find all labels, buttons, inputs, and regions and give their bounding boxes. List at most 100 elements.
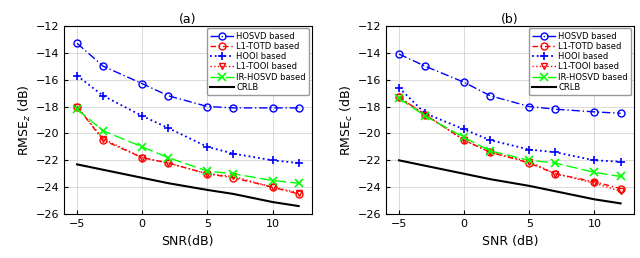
L1-TOOI based <box>230 175 237 178</box>
L1-TOTD based <box>73 105 81 108</box>
IR-HOSVD based <box>421 114 429 117</box>
HOSVD based <box>460 81 468 84</box>
Legend: HOSVD based, L1-TOTD based, HOOI based, L1-TOOI based, IR-HOSVD based, CRLB: HOSVD based, L1-TOTD based, HOOI based, … <box>529 28 631 95</box>
L1-TOOI based <box>525 160 533 163</box>
L1-TOTD based <box>99 139 107 142</box>
L1-TOTD based <box>552 172 559 175</box>
HOSVD based <box>617 112 625 115</box>
IR-HOSVD based <box>617 175 625 178</box>
CRLB <box>204 188 211 191</box>
CRLB <box>73 163 81 166</box>
L1-TOTD based <box>591 180 598 183</box>
CRLB <box>421 164 429 167</box>
L1-TOTD based <box>486 151 494 154</box>
L1-TOOI based <box>552 172 559 175</box>
IR-HOSVD based <box>395 97 403 100</box>
IR-HOSVD based <box>73 108 81 111</box>
Line: CRLB: CRLB <box>77 164 299 206</box>
CRLB <box>525 184 533 187</box>
CRLB <box>138 176 146 179</box>
HOOI based <box>73 74 81 77</box>
L1-TOTD based <box>617 187 625 190</box>
CRLB <box>295 205 303 208</box>
IR-HOSVD based <box>138 145 146 148</box>
Line: CRLB: CRLB <box>399 160 621 203</box>
CRLB <box>230 192 237 196</box>
HOOI based <box>525 148 533 151</box>
L1-TOOI based <box>204 172 211 175</box>
HOSVD based <box>269 106 276 109</box>
Line: L1-TOTD based: L1-TOTD based <box>74 103 302 197</box>
HOSVD based <box>395 53 403 56</box>
HOSVD based <box>552 108 559 111</box>
L1-TOTD based <box>269 186 276 189</box>
CRLB <box>99 168 107 171</box>
L1-TOTD based <box>395 95 403 99</box>
X-axis label: SNR(dB): SNR(dB) <box>161 235 214 248</box>
L1-TOOI based <box>460 139 468 142</box>
HOSVD based <box>295 106 303 109</box>
HOOI based <box>421 112 429 115</box>
L1-TOOI based <box>421 113 429 116</box>
L1-TOTD based <box>525 162 533 165</box>
L1-TOOI based <box>164 162 172 165</box>
Line: IR-HOSVD based: IR-HOSVD based <box>395 94 625 181</box>
L1-TOOI based <box>591 182 598 185</box>
IR-HOSVD based <box>552 162 559 165</box>
L1-TOTD based <box>138 156 146 159</box>
CRLB <box>164 182 172 185</box>
HOOI based <box>295 162 303 165</box>
X-axis label: SNR (dB): SNR (dB) <box>481 235 538 248</box>
IR-HOSVD based <box>486 149 494 152</box>
HOSVD based <box>73 42 81 45</box>
Line: L1-TOOI based: L1-TOOI based <box>396 94 624 195</box>
L1-TOTD based <box>230 176 237 179</box>
CRLB <box>395 159 403 162</box>
L1-TOOI based <box>395 95 403 99</box>
L1-TOTD based <box>421 113 429 116</box>
HOSVD based <box>525 105 533 108</box>
HOSVD based <box>204 105 211 108</box>
L1-TOOI based <box>138 156 146 159</box>
HOSVD based <box>591 110 598 114</box>
IR-HOSVD based <box>230 172 237 175</box>
L1-TOTD based <box>164 162 172 165</box>
Line: HOOI based: HOOI based <box>73 71 303 167</box>
CRLB <box>591 198 598 201</box>
L1-TOTD based <box>460 139 468 142</box>
L1-TOOI based <box>269 186 276 189</box>
L1-TOOI based <box>73 105 81 108</box>
HOSVD based <box>421 64 429 68</box>
HOSVD based <box>99 64 107 68</box>
Line: HOSVD based: HOSVD based <box>74 40 302 111</box>
HOSVD based <box>486 94 494 97</box>
L1-TOOI based <box>486 151 494 154</box>
CRLB <box>269 200 276 204</box>
IR-HOSVD based <box>164 156 172 159</box>
Legend: HOSVD based, L1-TOTD based, HOOI based, L1-TOOI based, IR-HOSVD based, CRLB: HOSVD based, L1-TOTD based, HOOI based, … <box>207 28 309 95</box>
HOOI based <box>395 86 403 89</box>
IR-HOSVD based <box>591 171 598 174</box>
HOOI based <box>269 159 276 162</box>
HOOI based <box>617 160 625 163</box>
IR-HOSVD based <box>269 179 276 182</box>
L1-TOOI based <box>99 137 107 140</box>
HOOI based <box>99 94 107 97</box>
L1-TOTD based <box>204 172 211 175</box>
Title: (a): (a) <box>179 13 196 26</box>
Line: HOOI based: HOOI based <box>395 84 625 166</box>
CRLB <box>552 190 559 193</box>
CRLB <box>617 202 625 205</box>
HOSVD based <box>138 82 146 85</box>
Line: L1-TOTD based: L1-TOTD based <box>396 94 624 192</box>
Y-axis label: RMSE$_z$ (dB): RMSE$_z$ (dB) <box>17 84 33 156</box>
HOOI based <box>204 145 211 148</box>
L1-TOOI based <box>617 190 625 193</box>
HOOI based <box>138 114 146 117</box>
HOSVD based <box>164 94 172 97</box>
L1-TOTD based <box>295 192 303 196</box>
Title: (b): (b) <box>501 13 518 26</box>
IR-HOSVD based <box>525 159 533 162</box>
Line: L1-TOOI based: L1-TOOI based <box>74 103 302 196</box>
HOOI based <box>552 151 559 154</box>
